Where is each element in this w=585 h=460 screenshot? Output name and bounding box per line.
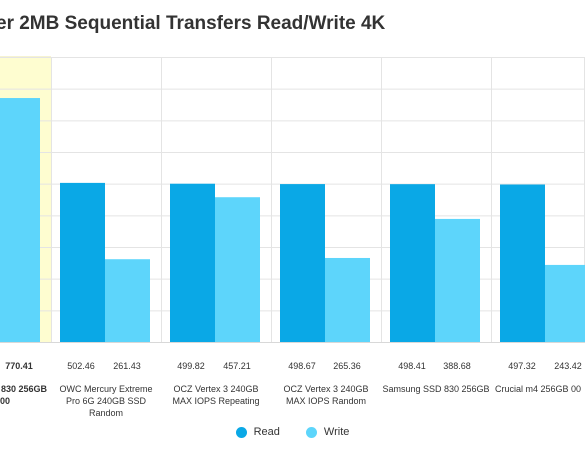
category-label: OCZ Vertex 3 240GB MAX IOPS Repeating xyxy=(172,384,259,406)
bar-write xyxy=(0,98,40,342)
chart-title: er 2MB Sequential Transfers Read/Write 4… xyxy=(0,13,386,34)
bar-read xyxy=(60,182,105,342)
value-label-write: 457.21 xyxy=(223,361,251,371)
value-label-read: 499.82 xyxy=(177,361,205,371)
category-label: Samsung SSD 830 256GB xyxy=(382,384,489,394)
legend: Read Write xyxy=(0,426,585,438)
bar-chart: 502.46 499.82 498.67 498.41 497.32 770.41 261.… xyxy=(0,56,585,418)
bar-read xyxy=(500,184,545,342)
legend-label-read: Read xyxy=(253,426,280,438)
value-label-write: 261.43 xyxy=(113,361,141,371)
bar-write xyxy=(105,259,150,342)
category-label: Crucial m4 256GB 00 xyxy=(495,384,581,394)
bar-read xyxy=(170,183,215,342)
value-label-read: 498.41 xyxy=(398,361,426,371)
bar-write xyxy=(545,264,585,342)
bar-read xyxy=(280,184,325,342)
bar-write xyxy=(215,197,260,342)
bar-read xyxy=(390,184,435,342)
bar-write xyxy=(325,257,370,342)
category-label: OWC Mercury Extreme Pro 6G 240GB SSD Rando… xyxy=(59,384,152,418)
value-label-read: 497.32 xyxy=(508,361,536,371)
bar-write xyxy=(435,218,480,342)
legend-item-write[interactable]: Write xyxy=(305,426,350,438)
legend-swatch-write xyxy=(305,426,317,438)
value-label-read: 502.46 xyxy=(67,361,95,371)
value-label-read: 498.67 xyxy=(288,361,316,371)
legend-swatch-read xyxy=(235,426,247,438)
value-label-write: 243.42 xyxy=(554,361,582,371)
value-label-write: 265.36 xyxy=(333,361,361,371)
legend-label-write: Write xyxy=(323,426,350,438)
category-label: OCZ Vertex 3 240GB MAX IOPS Random xyxy=(283,384,368,406)
value-label-write: 770.41 xyxy=(5,361,33,371)
legend-item-read[interactable]: Read xyxy=(235,426,280,438)
category-label: 830 256GB 00 xyxy=(0,384,48,406)
value-label-write: 388.68 xyxy=(443,361,471,371)
